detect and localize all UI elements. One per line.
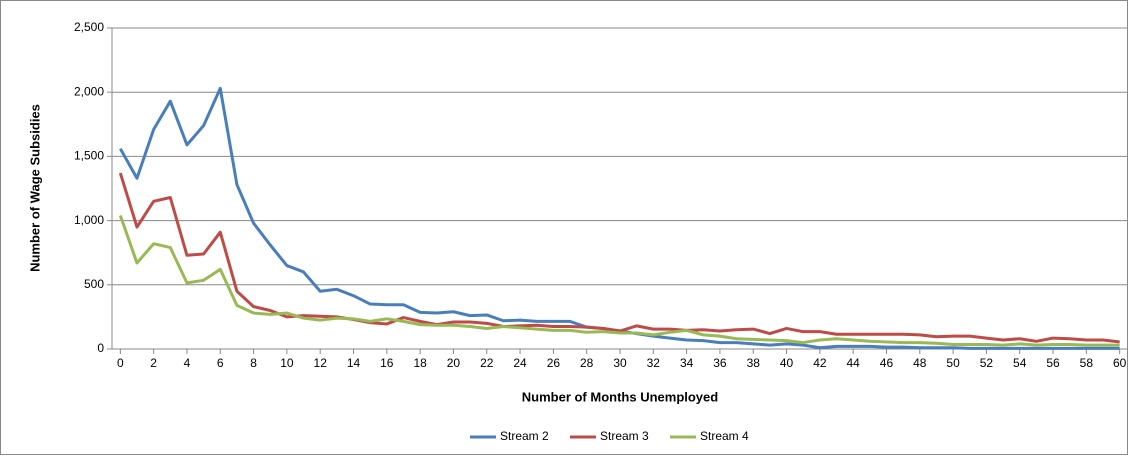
x-tick-label: 4: [184, 356, 191, 370]
legend-label: Stream 2: [500, 429, 549, 443]
y-tick-label: 1,000: [74, 213, 104, 227]
x-tick-label: 48: [913, 356, 927, 370]
x-tick-label: 36: [713, 356, 727, 370]
x-tick-label: 40: [780, 356, 794, 370]
x-tick-label: 22: [480, 356, 494, 370]
x-tick-label: 8: [250, 356, 257, 370]
x-tick-label: 42: [813, 356, 827, 370]
x-tick-label: 38: [747, 356, 761, 370]
y-tick-label: 2,500: [74, 20, 104, 34]
x-tick-label: 50: [946, 356, 960, 370]
y-axis-title: Number of Wage Subsidies: [27, 104, 42, 272]
x-axis-title: Number of Months Unemployed: [522, 389, 719, 404]
y-tick-label: 0: [97, 341, 104, 355]
x-tick-label: 58: [1080, 356, 1094, 370]
x-tick-label: 14: [347, 356, 361, 370]
y-tick-label: 2,000: [74, 84, 104, 98]
x-tick-label: 30: [613, 356, 627, 370]
series-line: [118, 172, 1120, 344]
legend-label: Stream 3: [600, 429, 649, 443]
x-tick-label: 12: [314, 356, 328, 370]
y-tick-label: 500: [84, 277, 104, 291]
x-tick-label: 16: [380, 356, 394, 370]
x-tick-label: 44: [847, 356, 861, 370]
x-tick-label: 56: [1046, 356, 1060, 370]
x-tick-label: 0: [117, 356, 124, 370]
x-tick-label: 26: [547, 356, 561, 370]
x-tick-label: 34: [680, 356, 694, 370]
x-tick-label: 32: [647, 356, 661, 370]
x-tick-label: 52: [980, 356, 994, 370]
x-tick-label: 24: [513, 356, 527, 370]
x-tick-label: 18: [413, 356, 427, 370]
x-tick-label: 2: [150, 356, 157, 370]
x-tick-label: 60: [1113, 356, 1127, 370]
x-tick-label: 20: [447, 356, 461, 370]
legend-label: Stream 4: [700, 429, 749, 443]
x-tick-label: 10: [280, 356, 294, 370]
x-tick-label: 6: [217, 356, 224, 370]
x-tick-label: 46: [880, 356, 894, 370]
y-tick-label: 1,500: [74, 149, 104, 163]
series-line: [118, 214, 1120, 347]
x-tick-label: 28: [580, 356, 594, 370]
x-tick-label: 54: [1013, 356, 1027, 370]
